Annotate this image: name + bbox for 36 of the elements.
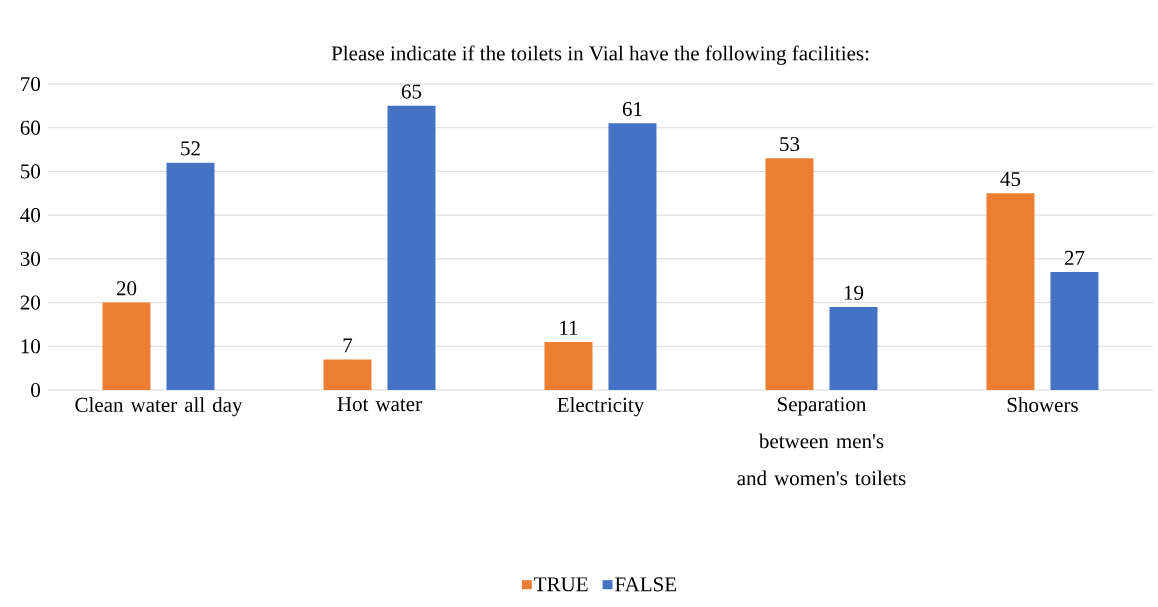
bar	[986, 193, 1035, 390]
y-tick-label: 0	[31, 382, 40, 398]
data-label: 27	[1064, 250, 1085, 265]
bar	[166, 162, 215, 390]
x-tick-label: Showers	[1007, 397, 1078, 412]
y-tick-label: 20	[20, 295, 40, 310]
x-tick-label: Separation between men's and women's toilets	[737, 397, 906, 486]
legend-label: FALSE	[615, 577, 677, 592]
y-tick-label: 70	[21, 76, 40, 92]
y-tick-label: 40	[20, 208, 40, 223]
y-tick-label: 50	[21, 164, 40, 179]
data-label: 45	[1000, 172, 1021, 187]
bar	[387, 105, 436, 390]
bar	[1050, 271, 1099, 390]
data-label: 19	[844, 285, 864, 300]
chart-title: Please indicate if the toilets in Vial have the following facilities:	[331, 45, 869, 65]
data-label: 20	[116, 281, 137, 296]
bar	[323, 359, 372, 390]
x-tick-label: Electricity	[557, 397, 645, 417]
data-label: 52	[181, 141, 200, 156]
legend-label: TRUE	[534, 577, 588, 592]
data-label: 11	[560, 320, 578, 335]
bar	[608, 123, 657, 390]
data-label: 53	[780, 137, 800, 152]
bar	[102, 302, 151, 390]
data-label: 65	[401, 84, 422, 99]
y-tick-label: 10	[21, 339, 40, 354]
bar	[544, 341, 593, 390]
data-label: 7	[343, 338, 353, 353]
x-tick-label: Clean water all day	[75, 397, 243, 417]
bar	[765, 158, 814, 390]
y-tick-label: 60	[20, 120, 40, 135]
x-tick-label: Hot water	[337, 397, 422, 412]
y-tick-label: 30	[20, 251, 40, 266]
data-label: 61	[622, 102, 642, 117]
bar	[829, 306, 878, 390]
